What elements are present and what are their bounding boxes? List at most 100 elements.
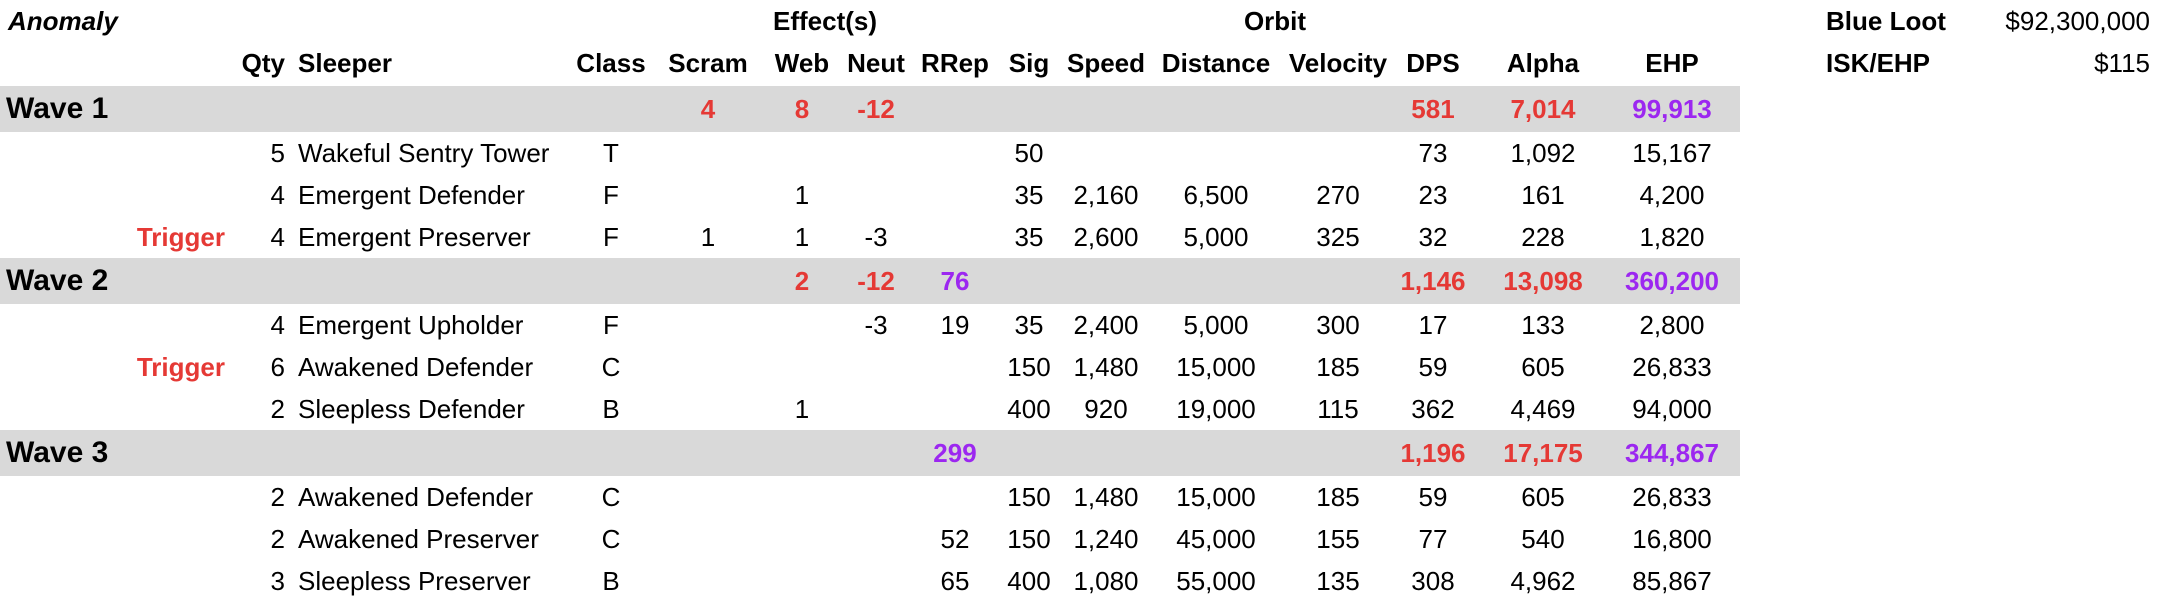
- cell-rrep: [912, 174, 998, 216]
- isk-ehp-label: ISK/EHP: [1826, 47, 1931, 78]
- cell-dps: 73: [1418, 137, 1448, 168]
- col-class: Class: [576, 47, 646, 78]
- cell-rrep: [912, 216, 998, 258]
- wave-scram-total: [658, 430, 758, 476]
- cell-distance: 15,000: [1176, 481, 1256, 512]
- cell-qty: 3: [270, 565, 285, 596]
- cell-rrep: 65: [940, 565, 970, 596]
- cell-sleeper: Sleepless Preserver: [298, 565, 531, 596]
- cell-web: [762, 304, 842, 346]
- cell-velocity: 270: [1316, 179, 1360, 210]
- col-sig: Sig: [1008, 47, 1050, 78]
- anomaly-label: Anomaly: [8, 5, 118, 36]
- cell-web: 1: [794, 179, 810, 210]
- cell-scram: [658, 346, 758, 388]
- cell-trigger: [95, 560, 225, 602]
- wave-rrep-total: 76: [940, 265, 970, 296]
- cell-qty: 4: [270, 221, 285, 252]
- cell-scram: [658, 476, 758, 518]
- cell-speed: 1,480: [1073, 351, 1139, 382]
- cell-trigger: Trigger: [136, 351, 225, 382]
- wave-web-total: 2: [794, 265, 810, 296]
- cell-dps: 59: [1418, 351, 1448, 382]
- col-velocity: Velocity: [1288, 47, 1388, 78]
- cell-scram: 1: [700, 221, 716, 252]
- cell-velocity: 325: [1316, 221, 1360, 252]
- col-sleeper: Sleeper: [298, 47, 392, 78]
- cell-sleeper: Awakened Defender: [298, 351, 534, 382]
- cell-web: [762, 518, 842, 560]
- cell-ehp: 2,800: [1639, 309, 1705, 340]
- cell-speed: 1,240: [1073, 523, 1139, 554]
- cell-neut: [840, 476, 912, 518]
- wave-row: Wave 1 4 8 -12 581 7,014 99,913: [0, 86, 1740, 132]
- cell-speed: 1,080: [1073, 565, 1139, 596]
- cell-velocity: 300: [1316, 309, 1360, 340]
- effects-group-label: Effect(s): [772, 5, 877, 36]
- cell-scram: [658, 174, 758, 216]
- cell-sleeper: Sleepless Defender: [298, 393, 525, 424]
- cell-sig: 35: [1014, 179, 1044, 210]
- cell-speed: 920: [1084, 393, 1128, 424]
- wave-ehp-total: 360,200: [1625, 265, 1719, 296]
- wave-web-total: [762, 430, 842, 476]
- cell-sig: 150: [1007, 351, 1051, 382]
- wave-alpha-total: 7,014: [1510, 93, 1576, 124]
- cell-sig: 400: [1007, 565, 1051, 596]
- cell-velocity: 185: [1316, 481, 1360, 512]
- cell-qty: 5: [270, 137, 285, 168]
- cell-ehp: 4,200: [1639, 179, 1705, 210]
- col-dps: DPS: [1406, 47, 1460, 78]
- table-row: 3 Sleepless Preserver B 65 400 1,080 55,000 135…: [0, 560, 1740, 602]
- wave-row: Wave 3 299 1,196 17,175 344,867: [0, 430, 1740, 476]
- cell-trigger: [95, 476, 225, 518]
- cell-ehp: 26,833: [1632, 481, 1712, 512]
- table-row: Trigger 6 Awakened Defender C 150 1,480 15,000…: [0, 346, 1740, 388]
- cell-ehp: 26,833: [1632, 351, 1712, 382]
- cell-neut: -3: [864, 309, 888, 340]
- cell-sleeper: Emergent Preserver: [298, 221, 531, 252]
- cell-class: C: [601, 481, 621, 512]
- cell-neut: [840, 388, 912, 430]
- cell-velocity: 185: [1316, 351, 1360, 382]
- cell-velocity: 135: [1316, 565, 1360, 596]
- cell-rrep: [912, 388, 998, 430]
- cell-dps: 23: [1418, 179, 1448, 210]
- table-row: 4 Emergent Upholder F -3 19 35 2,400 5,000 300 17…: [0, 304, 1740, 346]
- cell-dps: 77: [1418, 523, 1448, 554]
- cell-sig: 400: [1007, 393, 1051, 424]
- header-column-row: Qty Sleeper Class Scram Web Neut RRep Si…: [0, 42, 1740, 84]
- cell-alpha: 228: [1521, 221, 1565, 252]
- cell-ehp: 16,800: [1632, 523, 1712, 554]
- cell-sig: 150: [1007, 523, 1051, 554]
- cell-trigger: [95, 132, 225, 174]
- cell-velocity: [1278, 132, 1398, 174]
- wave-scram-total: [658, 258, 758, 304]
- wave-row: Wave 2 2 -12 76 1,146 13,098 360,200: [0, 258, 1740, 304]
- cell-class: F: [603, 221, 619, 252]
- cell-distance: 19,000: [1176, 393, 1256, 424]
- wave-alpha-total: 13,098: [1503, 265, 1583, 296]
- cell-sleeper: Awakened Preserver: [298, 523, 539, 554]
- cell-alpha: 4,962: [1510, 565, 1576, 596]
- wave-name: Wave 2: [6, 264, 109, 297]
- wave-neut-total: -12: [857, 93, 895, 124]
- col-web: Web: [774, 47, 830, 78]
- cell-sleeper: Emergent Upholder: [298, 309, 524, 340]
- table-row: 4 Emergent Defender F 1 35 2,160 6,500 270 23 161…: [0, 174, 1740, 216]
- header-group-row: Anomaly Effect(s) Orbit: [0, 0, 1740, 42]
- cell-class: B: [602, 565, 620, 596]
- col-qty: Qty: [241, 47, 285, 78]
- col-speed: Speed: [1066, 47, 1146, 78]
- blue-loot-value: $92,300,000: [2005, 5, 2150, 36]
- cell-qty: 2: [270, 393, 285, 424]
- cell-trigger: [95, 518, 225, 560]
- cell-neut: [840, 132, 912, 174]
- cell-scram: [658, 560, 758, 602]
- cell-alpha: 605: [1521, 351, 1565, 382]
- table-row: Trigger 4 Emergent Preserver F 1 1 -3 35 2,600 5,…: [0, 216, 1740, 258]
- cell-speed: 2,400: [1073, 309, 1139, 340]
- cell-sig: 50: [1014, 137, 1044, 168]
- cell-rrep: 19: [940, 309, 970, 340]
- cell-distance: 5,000: [1183, 309, 1249, 340]
